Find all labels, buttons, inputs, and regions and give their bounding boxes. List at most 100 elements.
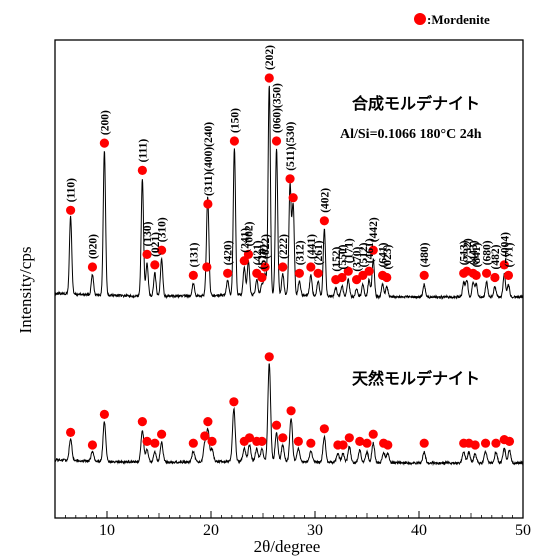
peak-marker xyxy=(150,260,160,270)
peak-label: (131) xyxy=(188,242,200,267)
peak-label: (261) xyxy=(313,240,325,265)
peak-label: (443) xyxy=(468,240,480,265)
x-tick-label: 40 xyxy=(411,522,427,539)
trace-natural xyxy=(54,363,524,467)
peak-marker xyxy=(203,199,213,209)
peak-marker xyxy=(66,205,76,215)
peak-marker xyxy=(207,436,217,446)
peak-label: (202) xyxy=(264,45,276,70)
x-tick-label: 50 xyxy=(515,522,531,539)
peak-label: (241) xyxy=(239,228,251,253)
peak-label: (510) xyxy=(257,244,269,269)
x-axis-label: 2θ/degree xyxy=(254,537,321,556)
peak-marker xyxy=(260,262,270,272)
peak-label: (222) xyxy=(278,234,290,259)
peak-label: (402) xyxy=(319,188,331,213)
condition-text: Al/Si=0.1066 180°C 24h xyxy=(340,127,482,142)
peak-label: (021) xyxy=(150,232,162,257)
peak-marker xyxy=(157,245,167,255)
peak-marker xyxy=(368,429,378,439)
peak-marker xyxy=(482,268,492,278)
peak-label: (511)(530) xyxy=(285,121,297,170)
peak-label: (641) xyxy=(378,242,390,267)
traces xyxy=(54,85,524,467)
peak-marker xyxy=(499,260,509,270)
peak-label: (841) xyxy=(471,242,483,267)
peak-marker xyxy=(243,249,254,259)
peak-marker xyxy=(288,193,298,203)
peak-marker xyxy=(229,136,239,146)
peak-label: (020) xyxy=(87,234,99,259)
peak-marker xyxy=(285,174,295,184)
peak-marker xyxy=(343,266,353,276)
peak-label: (513) xyxy=(459,240,471,265)
peak-marker xyxy=(278,433,288,443)
peak-label: (442) xyxy=(368,217,380,242)
x-ticks: 10 20 30 40 50 xyxy=(54,511,531,539)
legend-marker xyxy=(414,13,426,25)
peak-label: (150) xyxy=(229,108,241,133)
peak-marker xyxy=(257,272,267,283)
peak-label: (130) xyxy=(142,221,154,246)
peak-marker xyxy=(264,73,274,83)
peak-label: (550) xyxy=(337,244,349,269)
peak-label: (461) xyxy=(364,238,376,263)
peak-marker xyxy=(319,424,329,434)
plot-border xyxy=(54,39,524,519)
legend-label: :Mordenite xyxy=(427,12,490,27)
peak-marker xyxy=(271,136,282,146)
peak-marker xyxy=(306,438,316,448)
y-axis-label: Intensity/cps xyxy=(16,247,35,334)
peak-marker xyxy=(142,436,152,446)
x-tick-label: 10 xyxy=(99,522,115,539)
peak-marker xyxy=(150,438,160,448)
peak-marker xyxy=(188,438,198,448)
peak-label: (311)(400)(240) xyxy=(203,122,215,196)
peak-marker xyxy=(271,420,282,430)
series-2-name: 天然モルデナイト xyxy=(352,369,480,388)
peak-marker xyxy=(368,245,378,255)
x-tick-label: 30 xyxy=(307,522,323,539)
peak-marker xyxy=(202,262,212,272)
peak-marker xyxy=(157,429,167,439)
peak-label: (480) xyxy=(419,242,431,267)
peak-marker xyxy=(382,272,392,283)
peak-label: (111) xyxy=(137,139,149,163)
peak-label: (152) xyxy=(331,247,343,272)
trace-synthetic xyxy=(54,85,524,300)
peak-marker xyxy=(142,249,152,259)
peak-label: (023) xyxy=(382,244,394,269)
peak-marker xyxy=(66,427,76,437)
peak-marker xyxy=(278,262,288,272)
peak-label: (310) xyxy=(157,217,169,242)
peak-marker xyxy=(264,352,274,362)
peak-marker xyxy=(294,268,304,278)
peak-marker xyxy=(362,438,372,448)
peak-label: (441) xyxy=(306,234,318,259)
peak-marker xyxy=(229,397,239,407)
peak-marker xyxy=(223,268,233,278)
peak-marker xyxy=(257,436,267,446)
peak-label: (512) xyxy=(358,242,370,267)
peak-marker xyxy=(313,268,323,278)
peak-marker xyxy=(364,266,374,276)
peak-marker xyxy=(319,216,329,226)
peak-marker xyxy=(419,270,429,280)
peak-label: (680) xyxy=(482,240,494,265)
x-tick-label: 20 xyxy=(203,522,219,539)
peak-marker xyxy=(87,262,98,272)
peak-label: (420) xyxy=(223,240,235,265)
peak-label: (002) xyxy=(243,221,255,246)
peak-labels: (110) (020) (200) (111) (130)(021)(310) (131)… xyxy=(66,45,516,272)
peak-label: (200) xyxy=(99,110,111,135)
peak-marker xyxy=(503,270,514,280)
peak-marker xyxy=(306,262,316,272)
peak-label: (771) xyxy=(503,242,515,267)
peak-label: (732) xyxy=(462,238,474,263)
peak-label: (110) xyxy=(66,178,78,202)
peak-marker xyxy=(491,438,501,448)
peak-marker xyxy=(355,436,365,446)
peak-marker xyxy=(338,440,348,450)
peak-marker xyxy=(137,417,147,427)
